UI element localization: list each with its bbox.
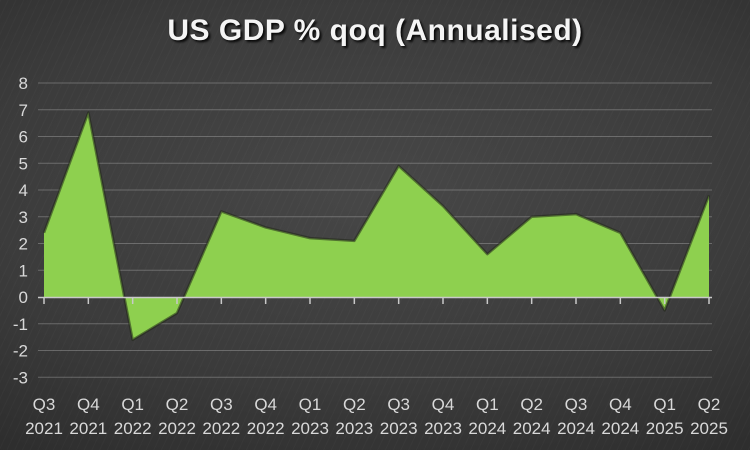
x-tick-label-quarter: Q1 xyxy=(653,395,676,414)
y-tick-label: -1 xyxy=(13,315,28,334)
x-tick-label-year: 2024 xyxy=(601,419,639,438)
y-tick-label: 6 xyxy=(19,128,28,147)
x-tick-label-year: 2023 xyxy=(335,419,373,438)
y-tick-label: 2 xyxy=(19,235,28,254)
x-tick-label-quarter: Q2 xyxy=(520,395,543,414)
y-tick-label: 4 xyxy=(19,181,28,200)
x-tick-label-year: 2022 xyxy=(114,419,152,438)
x-tick-label-year: 2023 xyxy=(380,419,418,438)
x-tick-label-quarter: Q2 xyxy=(698,395,721,414)
x-tick-label-year: 2025 xyxy=(690,419,728,438)
y-tick-label: -3 xyxy=(13,368,28,387)
area-series-edge xyxy=(42,111,711,342)
x-tick-label-quarter: Q1 xyxy=(476,395,499,414)
chart-title: US GDP % qoq (Annualised) xyxy=(167,14,583,47)
x-tick-label-quarter: Q4 xyxy=(77,395,100,414)
x-tick-label-year: 2025 xyxy=(646,419,684,438)
y-tick-label: 5 xyxy=(19,154,28,173)
x-tick-label-quarter: Q3 xyxy=(33,395,56,414)
x-tick-label-quarter: Q1 xyxy=(121,395,144,414)
x-tick-label-year: 2024 xyxy=(513,419,551,438)
x-tick-label-year: 2021 xyxy=(69,419,107,438)
x-tick-label-year: 2021 xyxy=(25,419,63,438)
area-series xyxy=(44,112,709,340)
x-tick-label-year: 2022 xyxy=(158,419,196,438)
x-tick-label-year: 2024 xyxy=(468,419,506,438)
x-tick-label-quarter: Q3 xyxy=(565,395,588,414)
y-tick-label: 1 xyxy=(19,261,28,280)
x-tick-label-quarter: Q4 xyxy=(432,395,455,414)
x-tick-label-quarter: Q2 xyxy=(166,395,189,414)
y-tick-label: -2 xyxy=(13,342,28,361)
x-tick-label-year: 2023 xyxy=(291,419,329,438)
x-tick-label-quarter: Q2 xyxy=(343,395,366,414)
x-tick-label-quarter: Q3 xyxy=(387,395,410,414)
y-tick-label: 7 xyxy=(19,101,28,120)
x-tick-label-quarter: Q4 xyxy=(609,395,632,414)
y-tick-label: 3 xyxy=(19,208,28,227)
x-tick-label-quarter: Q3 xyxy=(210,395,233,414)
x-tick-label-year: 2023 xyxy=(424,419,462,438)
x-tick-label-quarter: Q4 xyxy=(254,395,277,414)
x-tick-label-year: 2024 xyxy=(557,419,595,438)
x-tick-label-year: 2022 xyxy=(202,419,240,438)
x-tick-label-year: 2022 xyxy=(247,419,285,438)
x-tick-label-quarter: Q1 xyxy=(299,395,322,414)
y-tick-label: 0 xyxy=(19,288,28,307)
y-tick-label: 8 xyxy=(19,74,28,93)
